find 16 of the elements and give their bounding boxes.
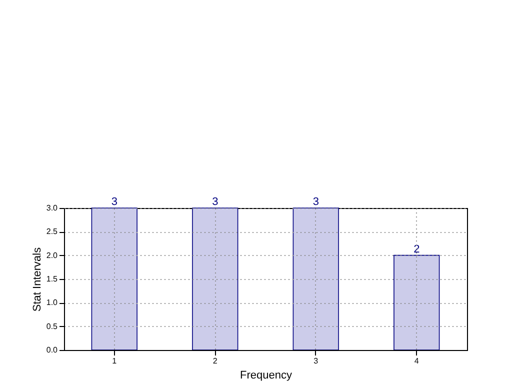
y-tick-label: 0.0 <box>46 346 58 354</box>
x-tick-label: 4 <box>414 356 420 366</box>
data-label: 3 <box>111 196 118 208</box>
x-axis-title: Frequency <box>240 370 292 382</box>
y-tick-label: 0.5 <box>46 322 58 331</box>
y-tick-label: 2.5 <box>46 227 58 236</box>
y-tick-label: 1.5 <box>46 274 58 284</box>
x-tick-label: 2 <box>212 356 218 366</box>
y-tick-label: 2.0 <box>46 250 58 260</box>
data-label: 3 <box>212 196 218 208</box>
data-label: 3 <box>312 196 319 208</box>
y-tick-label: 3.0 <box>46 204 58 212</box>
y-axis-title: Stat Intervals <box>31 246 44 312</box>
x-tick-label: 1 <box>112 356 118 366</box>
x-tick-label: 3 <box>314 356 319 366</box>
y-tick-label: 1.0 <box>46 298 58 308</box>
